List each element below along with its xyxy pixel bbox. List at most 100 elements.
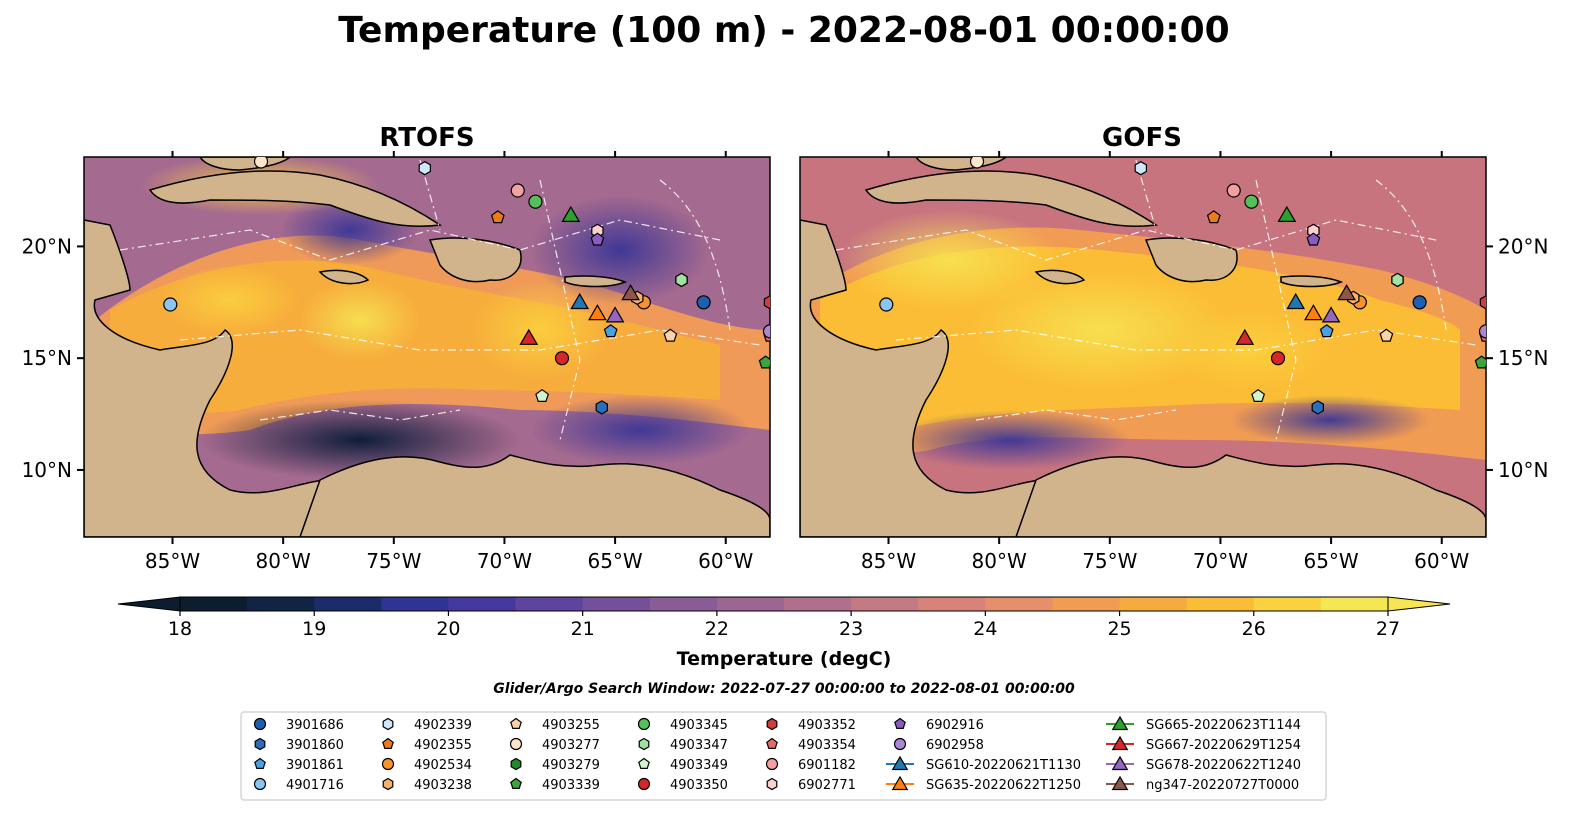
colorbar-tick-label: 18 — [168, 618, 192, 640]
legend-marker — [510, 757, 522, 771]
eez-boundary — [119, 219, 721, 261]
legend-label: 4903352 — [798, 718, 856, 733]
eez-boundary — [835, 219, 1437, 261]
legend-label: ng347-20220727T0000 — [1146, 778, 1299, 793]
legend-label: 6902916 — [926, 718, 984, 733]
colorbar-cell — [1186, 597, 1255, 611]
legend-marker — [382, 777, 394, 791]
legend-marker — [766, 777, 778, 791]
land-puerto-rico — [564, 275, 628, 288]
legend-entry: 3901860 — [254, 737, 344, 753]
marker-ng347-20220727T0000 — [621, 283, 640, 301]
legend-entry: 4903354 — [766, 737, 856, 753]
legend-entry: 4902534 — [381, 757, 472, 773]
marker-4903345 — [1244, 194, 1259, 209]
legend-entry: 6902916 — [894, 717, 984, 733]
legend-marker — [637, 717, 651, 731]
colorbar-cell — [1253, 597, 1322, 611]
colorbar-cell — [716, 597, 785, 611]
legend-entry: 4903345 — [637, 717, 728, 733]
marker-SG635-20220622T1250 — [588, 304, 607, 321]
legend-label: 6902771 — [798, 778, 856, 793]
panel-title-rtofs: RTOFS — [379, 123, 474, 153]
marker-SG610-20220621T1130 — [570, 292, 590, 310]
legend-label: SG678-20220622T1240 — [1146, 758, 1301, 773]
marker-6901182 — [1226, 183, 1241, 198]
map-panel-rtofs: RTOFS — [22, 123, 771, 573]
x-tick-label: 80°W — [256, 549, 311, 573]
marker-SG610-20220621T1130 — [1286, 292, 1306, 310]
yellow-eddy — [840, 210, 1060, 310]
colorbar-label: Temperature (degC) — [677, 648, 892, 670]
y-tick-label: 20°N — [22, 234, 72, 258]
legend-marker — [382, 717, 394, 731]
legend-marker — [253, 717, 267, 731]
marker-SG665-20220623T1144 — [561, 205, 581, 222]
colorbar-tick-label: 24 — [973, 618, 997, 640]
y-tick-label: 15°N — [22, 346, 72, 370]
eez-boundary — [1375, 179, 1447, 331]
legend-marker — [1111, 775, 1129, 791]
marker-SG667-20220629T1254 — [1235, 328, 1255, 345]
search-window-subtitle: Glider/Argo Search Window: 2022-07-27 00… — [493, 681, 1075, 697]
marker-4903350 — [1270, 351, 1286, 366]
legend-label: 3901861 — [286, 758, 344, 773]
legend-label: 4903350 — [670, 778, 728, 793]
legend-marker — [254, 737, 266, 751]
legend-marker — [510, 777, 522, 790]
legend-entry: 4903255 — [510, 717, 600, 733]
legend-entry: 4903238 — [382, 777, 472, 793]
colorbar-cell — [314, 597, 382, 611]
cold-upwelling — [200, 400, 520, 480]
legend-marker — [1111, 735, 1129, 751]
x-tick-label: 80°W — [972, 549, 1027, 573]
marker-4901716 — [879, 297, 894, 312]
marker-4903255 — [1379, 328, 1394, 342]
x-tick-label: 85°W — [145, 549, 200, 573]
legend-entry: ng347-20220727T0000 — [1106, 775, 1299, 793]
legend-marker — [766, 717, 778, 731]
legend-entry: SG667-20220629T1254 — [1106, 735, 1301, 753]
legend-label: 4903345 — [670, 718, 728, 733]
legend-entry: 4903350 — [637, 777, 728, 793]
x-tick-label: 75°W — [366, 549, 421, 573]
land-cuba — [148, 170, 443, 228]
legend: 3901686 3901860 3901861 4901716 4902339 49023… — [240, 711, 1327, 801]
marker-4903352 — [1479, 295, 1486, 310]
legend-marker — [382, 737, 394, 750]
yellow-eddy — [970, 270, 1230, 390]
legend-entry: 4903277 — [509, 737, 600, 753]
legend-entry: 3901686 — [253, 717, 344, 733]
legend-marker — [891, 775, 909, 791]
colorbar-cell — [448, 597, 517, 611]
legend-label: 4902534 — [414, 758, 472, 773]
colorbar-cell — [582, 597, 651, 611]
marker-6902958 — [1478, 324, 1486, 339]
legend-label: 4902339 — [414, 718, 472, 733]
x-tick-label: 70°W — [1193, 549, 1248, 573]
marker-4903347 — [1391, 272, 1404, 288]
colorbar-cell — [180, 597, 248, 611]
colorbar-frame — [179, 596, 1389, 612]
legend-entry: 4903352 — [766, 717, 856, 733]
eez-boundary — [539, 179, 581, 441]
legend-entry: 4902355 — [382, 737, 472, 753]
legend-marker — [509, 737, 523, 751]
yellow-eddy — [1170, 310, 1330, 390]
marker-4902339 — [418, 161, 431, 176]
y-tick-label: 20°N — [1498, 234, 1548, 258]
colorbar-tick-label: 26 — [1242, 618, 1266, 640]
legend-label: SG610-20220621T1130 — [926, 758, 1081, 773]
marker-SG667-20220629T1254 — [519, 328, 539, 345]
legend-entry: 4901716 — [253, 777, 344, 793]
legend-entry: 6902771 — [766, 777, 856, 793]
marker-4903345 — [528, 194, 543, 209]
markers-rtofs — [163, 157, 770, 415]
legend-label: 4901716 — [286, 778, 344, 793]
legend-label: SG667-20220629T1254 — [1146, 738, 1301, 753]
legend-marker — [891, 755, 909, 771]
marker-SG678-20220622T1240 — [605, 306, 625, 323]
legend-label: 4903354 — [798, 738, 856, 753]
marker-4903339 — [758, 355, 770, 369]
